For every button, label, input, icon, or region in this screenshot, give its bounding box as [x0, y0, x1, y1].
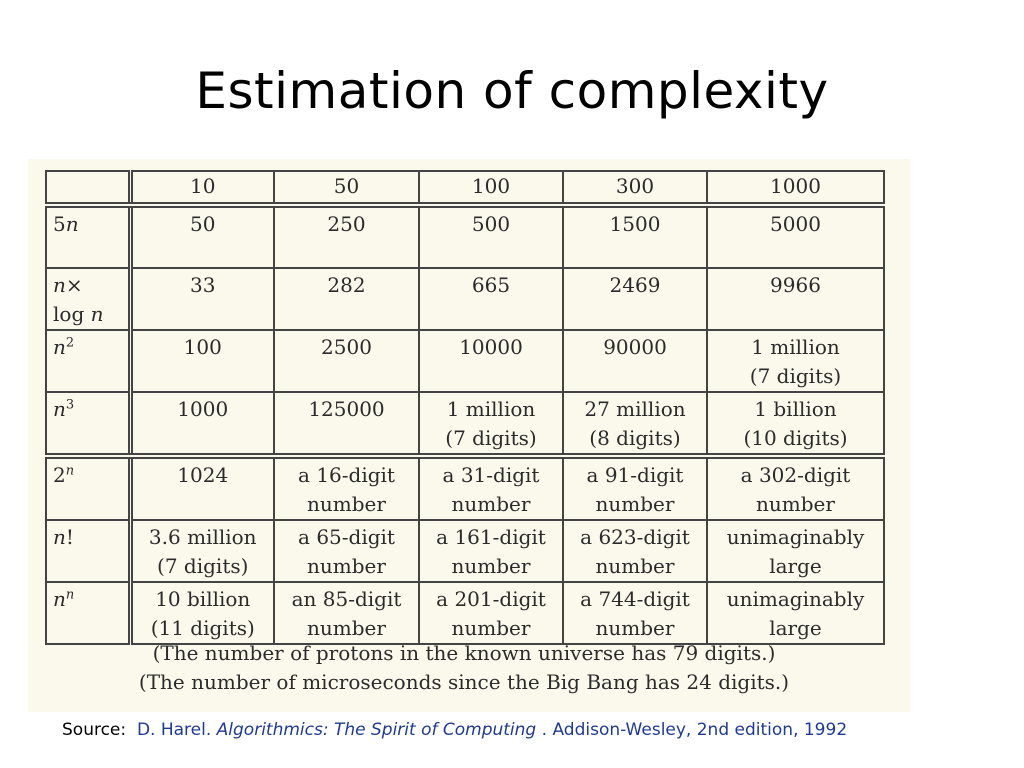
table-cell: 1 million (7 digits)	[418, 391, 564, 459]
table-cell: 250	[273, 204, 420, 269]
table-cell: 2500	[273, 329, 420, 393]
table-cell: 33	[129, 267, 275, 331]
table-cell: a 744-digit number	[562, 581, 708, 645]
table-cell: a 623-digit number	[562, 519, 708, 583]
table-cell: 50	[129, 204, 275, 269]
table-cell: 1 billion (10 digits)	[706, 391, 885, 459]
row-label: n× log n	[45, 267, 133, 331]
row-label: n2	[45, 329, 133, 393]
source-author: D. Harel.	[136, 720, 212, 740]
table-cell: a 16-digit number	[273, 455, 420, 521]
table-cell: 665	[418, 267, 564, 331]
table-cell: 10000	[418, 329, 564, 393]
table-row: n× log n 33 282 665 2469 9966	[45, 267, 885, 331]
table-cell: 100	[129, 329, 275, 393]
source-citation: Source: D. Harel. Algorithmics: The Spir…	[62, 720, 847, 740]
table-cell: a 31-digit number	[418, 455, 564, 521]
table-cell: 9966	[706, 267, 885, 331]
table-cell: 1500	[562, 204, 708, 269]
complexity-table: 10 50 100 300 1000 5n 50 250 500 1500 5000 n× l…	[45, 170, 885, 645]
header-cell: 10	[129, 170, 275, 208]
table-cell: 282	[273, 267, 420, 331]
table-cell: a 201-digit number	[418, 581, 564, 645]
table-cell: a 65-digit number	[273, 519, 420, 583]
table-row: 5n 50 250 500 1500 5000	[45, 204, 885, 269]
table-row: 2n 1024 a 16-digit number a 31-digit number a …	[45, 455, 885, 521]
note-protons: (The number of protons in the known univ…	[152, 641, 776, 665]
table-cell: 1000	[129, 391, 275, 459]
slide-title: Estimation of complexity	[195, 62, 829, 120]
table-cell: unimaginably large	[706, 581, 885, 645]
table-cell: unimaginably large	[706, 519, 885, 583]
row-label: 5n	[45, 204, 133, 269]
note-microseconds: (The number of microseconds since the Bi…	[138, 670, 790, 694]
table-cell: 27 million (8 digits)	[562, 391, 708, 459]
footnotes: (The number of protons in the known univ…	[45, 639, 883, 697]
corner-cell	[45, 170, 133, 208]
source-book-title: Algorithmics: The Spirit of Computing	[216, 720, 537, 740]
table-cell: 10 billion (11 digits)	[129, 581, 275, 645]
header-cell: 100	[418, 170, 564, 208]
source-publisher: . Addison-Wesley, 2nd edition, 1992	[541, 720, 848, 740]
row-label: n3	[45, 391, 133, 459]
table-row: nn 10 billion (11 digits) an 85-digit number…	[45, 581, 885, 645]
table-cell: a 91-digit number	[562, 455, 708, 521]
header-row: 10 50 100 300 1000	[45, 170, 885, 208]
table-cell: an 85-digit number	[273, 581, 420, 645]
table-cell: 125000	[273, 391, 420, 459]
table-cell: 500	[418, 204, 564, 269]
row-label: nn	[45, 581, 133, 645]
table-row: n2 100 2500 10000 90000 1 million (7 digits)	[45, 329, 885, 393]
table-cell: a 302-digit number	[706, 455, 885, 521]
header-cell: 1000	[706, 170, 885, 208]
table-cell: a 161-digit number	[418, 519, 564, 583]
source-label: Source:	[62, 720, 127, 740]
table-row: n3 1000 125000 1 million (7 digits) 27 millio…	[45, 391, 885, 459]
row-label: n!	[45, 519, 133, 583]
header-cell: 300	[562, 170, 708, 208]
table-cell: 2469	[562, 267, 708, 331]
table-row: n! 3.6 million (7 digits) a 65-digit number a…	[45, 519, 885, 583]
header-cell: 50	[273, 170, 420, 208]
table-cell: 3.6 million (7 digits)	[129, 519, 275, 583]
table-cell: 1024	[129, 455, 275, 521]
table-cell: 1 million (7 digits)	[706, 329, 885, 393]
table-cell: 5000	[706, 204, 885, 269]
row-label: 2n	[45, 455, 133, 521]
table-cell: 90000	[562, 329, 708, 393]
